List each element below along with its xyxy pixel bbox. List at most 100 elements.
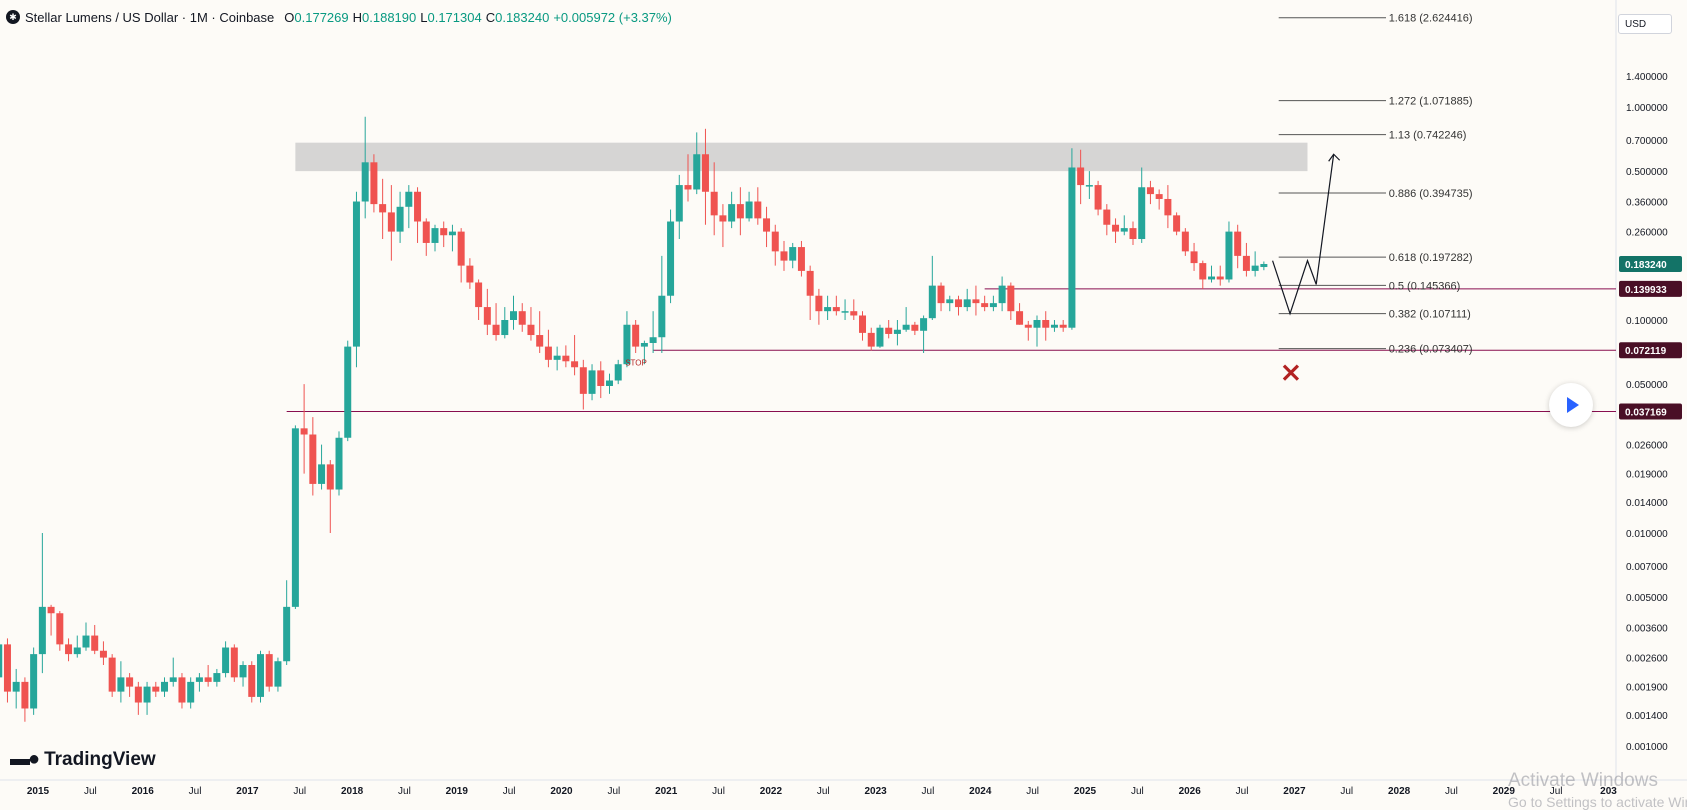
candle-body <box>876 327 884 347</box>
candle-body <box>954 299 962 308</box>
x-tick-label: 2028 <box>1388 786 1411 797</box>
tradingview-logo-icon: ▬● <box>10 748 40 770</box>
y-tick-label: 0.014000 <box>1626 498 1668 509</box>
symbol-title[interactable]: Stellar Lumens / US Dollar · 1M · Coinba… <box>25 9 275 25</box>
candle-body <box>518 311 526 325</box>
candle-body <box>693 154 701 190</box>
candle-body <box>632 324 640 347</box>
candle-body <box>928 285 936 319</box>
tradingview-brand[interactable]: ▬● TradingView <box>10 748 156 771</box>
candle-body <box>867 332 875 347</box>
candle-body <box>291 428 299 607</box>
play-button[interactable] <box>1549 383 1593 427</box>
x-tick-label: Jul <box>607 786 620 797</box>
candle-body <box>230 647 238 678</box>
projection-path <box>1272 154 1335 316</box>
fib-label: 0.236 (0.073407) <box>1389 344 1473 356</box>
x-tick-label: 2018 <box>341 786 364 797</box>
candle-body <box>658 295 666 338</box>
candle-body <box>108 657 116 692</box>
y-tick-label: 0.500000 <box>1626 167 1668 178</box>
y-tick-label: 0.026000 <box>1626 441 1668 452</box>
candle-body <box>710 191 718 216</box>
candle-body <box>553 355 561 360</box>
candle-body <box>274 661 282 687</box>
candle-body <box>204 677 212 682</box>
high-value: 0.188190 <box>362 9 417 25</box>
candle-body <box>134 686 142 703</box>
candle-body <box>1068 167 1076 328</box>
candle-body <box>152 686 160 692</box>
fib-label: 1.13 (0.742246) <box>1389 130 1467 142</box>
candle-body <box>981 303 989 308</box>
candle-body <box>213 673 221 682</box>
windows-activation-watermark: Activate Windows Go to Settings to activ… <box>1508 770 1687 810</box>
candle-body <box>3 644 11 692</box>
candle-body <box>989 303 997 308</box>
brand-name: TradingView <box>44 748 156 770</box>
candle-body <box>527 324 535 336</box>
candle-body <box>588 370 596 394</box>
y-tick-label: 0.001900 <box>1626 683 1668 694</box>
candle-body <box>789 247 797 261</box>
candle-body <box>248 665 256 697</box>
candle-body <box>597 370 605 386</box>
candle-body <box>1242 255 1250 271</box>
y-tick-label: 0.019000 <box>1626 470 1668 481</box>
resistance-zone <box>295 142 1308 172</box>
candle-body <box>56 613 64 645</box>
candle-body <box>562 355 570 362</box>
price-label-bg <box>1619 255 1682 272</box>
candle-body <box>379 204 387 213</box>
x-tick-label: 2021 <box>655 786 678 797</box>
candle-body <box>1085 185 1093 187</box>
candle-body <box>771 231 779 252</box>
candle-body <box>318 464 326 484</box>
y-tick-label: 0.010000 <box>1626 529 1668 540</box>
y-tick-label: 1.000000 <box>1626 103 1668 114</box>
price-label-bg <box>1619 280 1682 297</box>
stop-label: STOP <box>625 359 647 368</box>
x-tick-label: 2027 <box>1283 786 1306 797</box>
candle-body <box>475 282 483 308</box>
candle-body <box>169 677 177 682</box>
candle-body <box>824 307 832 312</box>
candle-body <box>649 337 657 343</box>
candle-body <box>1155 194 1163 199</box>
high-label: H <box>352 9 363 25</box>
x-tick-label: Jul <box>293 786 306 797</box>
candle-body <box>21 681 29 709</box>
candle-body <box>780 251 788 261</box>
fib-label: 0.5 (0.145366) <box>1389 280 1461 292</box>
y-tick-label: 0.001000 <box>1626 742 1668 753</box>
projection-arrowhead <box>1328 153 1341 162</box>
candle-body <box>763 218 771 232</box>
candle-body <box>1181 231 1189 252</box>
candle-body <box>754 201 762 219</box>
candle-body <box>667 221 675 296</box>
candle-body <box>719 215 727 222</box>
candle-body <box>684 185 692 190</box>
candle-body <box>1190 251 1198 264</box>
candle-body <box>1208 276 1216 280</box>
x-tick-label: 2026 <box>1179 786 1202 797</box>
currency-selector[interactable]: USD <box>1618 14 1672 34</box>
x-tick-label: 2017 <box>236 786 259 797</box>
candle-body <box>1033 320 1041 328</box>
price-label-bg <box>1619 342 1682 359</box>
price-label: 0.037169 <box>1625 408 1667 419</box>
candle-body <box>1103 209 1111 225</box>
candle-body <box>1251 265 1259 271</box>
candle-body <box>614 364 622 381</box>
candle-body <box>47 606 55 614</box>
candle-body <box>0 644 3 678</box>
y-tick-label: 0.260000 <box>1626 228 1668 239</box>
candle-body <box>1016 311 1024 325</box>
candle-body <box>640 342 648 347</box>
candle-body <box>326 464 334 490</box>
fib-label: 0.382 (0.107111) <box>1389 309 1471 321</box>
x-tick-label: 2020 <box>550 786 573 797</box>
candle-body <box>239 665 247 678</box>
price-label: 0.183240 <box>1625 260 1667 271</box>
